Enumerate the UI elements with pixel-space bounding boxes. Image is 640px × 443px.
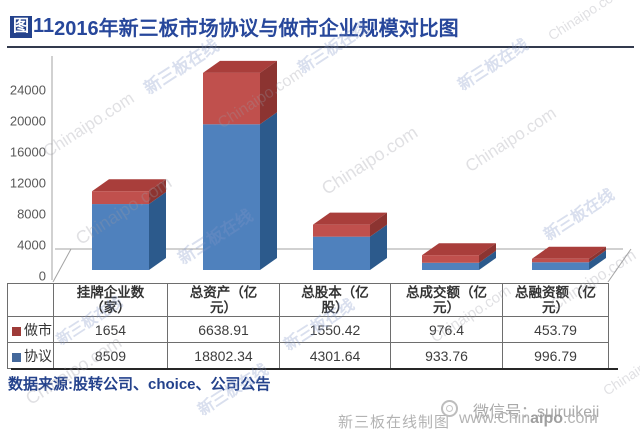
stacked-bar-chart: 0 4000 8000 12000 16000 20000 24000 (10, 56, 632, 284)
column-header-cell: 挂牌企业数 （家） (53, 283, 168, 317)
wechat-id: 微信号：suiruikeji (473, 404, 600, 421)
value-cell: 933.76 (390, 342, 503, 369)
y-tick-label: 8000 (17, 207, 46, 222)
value-cell: 4301.64 (279, 342, 391, 369)
column-header-cell: 总融资额（亿 元） (502, 283, 609, 317)
bar-side-face-bottom-segment (370, 224, 387, 270)
bar-front-协议 (422, 262, 479, 270)
website-text: www.Chinaipo.com (459, 410, 598, 427)
bar-side-face-bottom-segment (149, 192, 166, 270)
value-cell: 996.79 (502, 342, 609, 369)
chinaipo-logo-icon (441, 400, 458, 417)
bar-side-face-bottom-segment (260, 112, 277, 271)
bar-front-做市 (92, 191, 149, 205)
bar-top-face (422, 243, 496, 256)
bar-side-face-top-segment (479, 243, 496, 263)
legend-swatch-icon (12, 326, 21, 336)
column-header-cell: 总股本（亿 股） (279, 283, 391, 317)
value-cell: 18802.34 (167, 342, 280, 369)
bar-top-face (313, 212, 387, 225)
legend-cell: 协议 (7, 342, 54, 369)
footer-divider (11, 368, 618, 370)
bar-front-协议 (92, 204, 149, 270)
value-cell: 453.79 (502, 316, 609, 343)
bar-front-做市 (532, 258, 589, 263)
value-cell: 6638.91 (167, 316, 280, 343)
y-tick-label: 24000 (10, 83, 46, 98)
bar-side-face-bottom-segment (589, 250, 606, 270)
bar-side-face-top-segment (589, 246, 606, 263)
bar-front-做市 (313, 224, 370, 237)
bar-front-做市 (203, 72, 260, 125)
column-header-cell: 总成交额（亿 元） (390, 283, 503, 317)
title-divider (7, 46, 634, 48)
y-tick-label: 20000 (10, 114, 46, 129)
credit-text: 新三板在线制图 (338, 414, 451, 431)
value-cell: 8509 (53, 342, 168, 369)
floor-left-edge (52, 248, 72, 283)
watermark-text: Chinaipo.com (545, 0, 626, 44)
bar-top-face (203, 60, 277, 73)
value-cell: 1654 (53, 316, 168, 343)
legend-cell: 做市 (7, 316, 54, 343)
value-cell: 976.4 (390, 316, 503, 343)
y-tick-label: 4000 (17, 238, 46, 253)
bar-front-协议 (532, 262, 589, 270)
bar-front-协议 (203, 124, 260, 271)
page-title-text: 2016年新三板市场协议与做市企业规模对比图 (54, 18, 459, 40)
chart-data-table: 挂牌企业数 （家） 总资产（亿 元） 总股本（亿 股） 总成交额（亿 元） 总融资额（亿… (7, 283, 609, 369)
figure-number: 11 (33, 15, 55, 37)
bar-top-face (92, 179, 166, 192)
source-note: 数据来源:股转公司、choice、公司公告 (8, 376, 271, 393)
legend-label: 做市 (24, 321, 52, 338)
bar-side-face-top-segment (370, 212, 387, 237)
legend-label: 协议 (24, 347, 52, 364)
value-cell: 1550.42 (279, 316, 391, 343)
legend-swatch-icon (12, 352, 21, 362)
bar-top-face (532, 246, 606, 259)
column-header-cell: 总资产（亿 元） (167, 283, 280, 317)
y-tick-label: 16000 (10, 145, 46, 160)
y-tick-label: 0 (39, 269, 46, 284)
bar-front-做市 (422, 255, 479, 263)
floor-right-edge (607, 248, 632, 283)
table-corner-cell (7, 283, 54, 317)
bar-side-face-top-segment (149, 179, 166, 205)
bar-side-face-top-segment (260, 60, 277, 125)
data-table: 挂牌企业数 （家） 总资产（亿 元） 总股本（亿 股） 总成交额（亿 元） 总融资额（亿… (7, 283, 609, 369)
y-tick-label: 12000 (10, 176, 46, 191)
page-title: 图 11 2016年新三板市场协议与做市企业规模对比图 (10, 12, 459, 41)
bar-front-协议 (313, 236, 370, 270)
bar-side-face-bottom-segment (479, 250, 496, 270)
figure-badge: 图 (10, 15, 32, 38)
